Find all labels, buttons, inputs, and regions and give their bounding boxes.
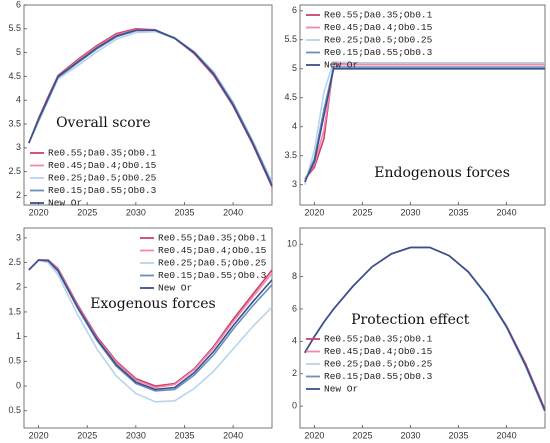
plot-frame (299, 4, 546, 206)
x-tick-label: 2030 (126, 430, 146, 440)
legend-label: Re0.55;Da0.35;Ob0.1 (48, 148, 157, 159)
y-tick-label: 1.5 (8, 306, 21, 316)
series-line (28, 259, 273, 391)
series-line (304, 66, 545, 183)
y-tick-label: 5.5 (284, 34, 297, 44)
legend-label: Re0.25;Da0.5;Ob0.25 (48, 173, 157, 184)
series-line (28, 259, 273, 403)
y-tick-label: 8 (292, 271, 297, 281)
x-tick-label: 2025 (77, 430, 97, 440)
legend-label: Re0.15;Da0.55;Ob0.3 (324, 47, 433, 58)
x-tick-label: 2020 (29, 430, 49, 440)
legend-label: Re0.45;Da0.4;Ob0.15 (158, 245, 267, 256)
panel-title: Overall score (56, 115, 151, 131)
legend-label: Re0.45;Da0.4;Ob0.15 (48, 160, 157, 171)
x-tick-label: 2030 (400, 430, 420, 440)
series-line (304, 67, 545, 183)
y-tick-label: 0.5 (8, 356, 21, 366)
y-tick-label: 2 (16, 190, 21, 200)
legend-label: Re0.15;Da0.55;Ob0.3 (158, 270, 267, 281)
x-tick-label: 2035 (174, 207, 194, 217)
y-tick-label: 2 (292, 368, 297, 378)
series-line (304, 62, 545, 180)
legend-label: New Or (324, 60, 358, 71)
y-tick-label: 3 (16, 142, 21, 152)
x-tick-label: 2035 (174, 430, 194, 440)
y-tick-label: 4 (292, 336, 297, 346)
y-tick-label: 4 (16, 95, 21, 105)
x-tick-label: 2020 (304, 430, 324, 440)
plot-frame (23, 227, 273, 429)
x-tick-label: 2035 (449, 430, 469, 440)
plot-frame (299, 227, 546, 429)
x-tick-label: 2040 (223, 207, 243, 217)
y-tick-label: 6 (16, 0, 21, 9)
x-tick-label: 2020 (304, 207, 324, 217)
y-tick-label: 3.5 (8, 118, 21, 128)
x-tick-label: 2020 (29, 207, 49, 217)
plot-frame (23, 4, 273, 206)
x-tick-label: 2030 (400, 207, 420, 217)
y-tick-label: 6 (292, 5, 297, 15)
y-tick-label: 2.5 (8, 257, 21, 267)
panel-title: Exogenous forces (90, 296, 216, 312)
legend-label: Re0.15;Da0.55;Ob0.3 (48, 185, 157, 196)
legend-label: Re0.25;Da0.5;Ob0.25 (158, 258, 267, 269)
legend-label: Re0.25;Da0.5;Ob0.25 (324, 359, 433, 370)
x-tick-label: 2035 (449, 207, 469, 217)
y-tick-label: 0.5 (8, 405, 21, 415)
legend-label: Re0.15;Da0.55;Ob0.3 (324, 371, 433, 382)
y-tick-label: 10 (287, 239, 297, 249)
series-line (304, 60, 545, 185)
panel-title: Protection effect (351, 312, 470, 328)
y-tick-label: 2 (16, 282, 21, 292)
x-tick-label: 2040 (497, 207, 517, 217)
legend-label: Re0.55;Da0.35;Ob0.1 (324, 334, 433, 345)
legend-label: Re0.55;Da0.35;Ob0.1 (324, 10, 433, 21)
series-line (304, 246, 546, 412)
series-line (28, 29, 273, 187)
x-tick-label: 2030 (126, 207, 146, 217)
legend-label: New Or (48, 198, 82, 209)
y-tick-label: 5.5 (8, 23, 21, 33)
x-tick-label: 2025 (77, 207, 97, 217)
x-tick-label: 2025 (352, 430, 372, 440)
y-tick-label: 1 (16, 331, 21, 341)
y-tick-label: 3 (16, 232, 21, 242)
y-tick-label: 3 (292, 179, 297, 189)
legend-label: Re0.25;Da0.5;Ob0.25 (324, 35, 433, 46)
y-tick-label: 5 (16, 47, 21, 57)
y-tick-label: 4.5 (8, 71, 21, 81)
panel-title: Endogenous forces (374, 165, 510, 181)
x-tick-label: 2040 (497, 430, 517, 440)
legend-label: Re0.45;Da0.4;Ob0.15 (324, 22, 433, 33)
y-tick-label: 2.5 (8, 166, 21, 176)
y-tick-label: 4 (292, 121, 297, 131)
y-tick-label: 0 (292, 401, 297, 411)
legend-label: New Or (158, 283, 192, 294)
legend-label: Re0.55;Da0.35;Ob0.1 (158, 233, 267, 244)
x-tick-label: 2025 (352, 207, 372, 217)
legend-label: Re0.45;Da0.4;Ob0.15 (324, 346, 433, 357)
legend-label: New Or (324, 384, 358, 395)
x-tick-label: 2040 (223, 430, 243, 440)
series-line (304, 63, 545, 180)
y-tick-label: 6 (292, 303, 297, 313)
y-tick-label: 4.5 (284, 92, 297, 102)
y-tick-label: 0 (16, 380, 21, 390)
y-tick-label: 5 (292, 63, 297, 73)
y-tick-label: 3.5 (284, 150, 297, 160)
